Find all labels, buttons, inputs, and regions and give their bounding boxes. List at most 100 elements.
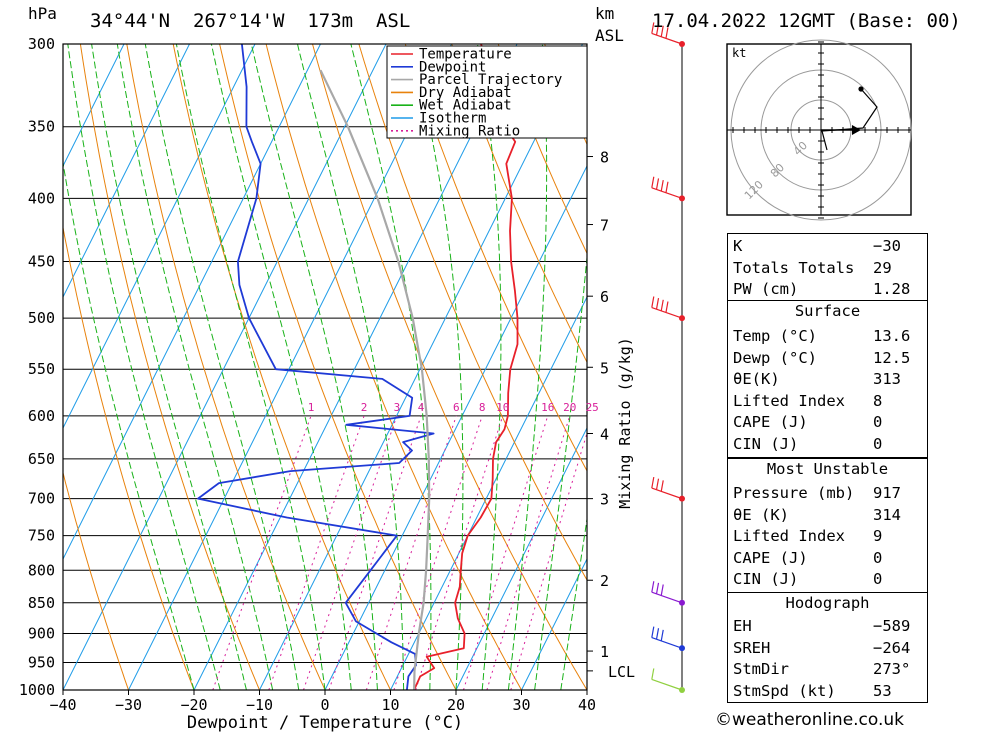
mixing-ratio-line xyxy=(303,415,398,690)
hodo-index-row: StmSpd (kt) 53 xyxy=(728,681,927,703)
wind-barb-feather xyxy=(655,23,660,36)
surface-index-value: 0 xyxy=(873,435,883,453)
pressure-tick-label: 850 xyxy=(28,594,55,612)
legend-entry: Dewpoint xyxy=(419,59,486,75)
wind-barb-feather xyxy=(651,296,655,308)
temp-tick-label: 40 xyxy=(578,696,596,714)
footer-credit[interactable]: ©weatheronline.co.uk xyxy=(715,710,905,730)
mixing-ratio-label: 2 xyxy=(361,401,368,414)
location-title: 34°44'N 267°14'W 173m ASL xyxy=(90,10,411,32)
hpa-unit-label: hPa xyxy=(28,4,57,23)
wind-barb-feather xyxy=(660,179,664,192)
dry-adiabat-line xyxy=(265,44,523,690)
datetime-title: 17.04.2022 12GMT (Base: 00) xyxy=(652,10,961,32)
wind-profile xyxy=(651,22,685,693)
legend-entry: Parcel Trajectory xyxy=(419,72,562,88)
series-parcel-trajectory xyxy=(319,69,431,690)
surface-index-row: θE(K) 313 xyxy=(728,369,927,391)
surface-index-label: Temp (°C) xyxy=(733,327,817,345)
lcl-label: LCL xyxy=(608,663,635,681)
surface-index-value: 12.5 xyxy=(873,348,911,367)
wind-barb xyxy=(651,476,685,502)
wind-barb-staff xyxy=(651,678,683,691)
surface-index-row: Dewp (°C) 12.5 xyxy=(728,348,927,370)
legend-entry: Dry Adiabat xyxy=(419,85,512,101)
index-row: K −30 xyxy=(728,236,927,258)
wet-adiabat-line xyxy=(91,44,247,690)
mixing-ratio-label: 4 xyxy=(418,401,425,414)
wind-barb-feather xyxy=(660,584,664,596)
wind-barb-feather xyxy=(651,626,655,638)
dry-adiabat-line xyxy=(404,44,587,472)
surface-index-label: CIN (J) xyxy=(733,435,799,453)
most-unstable-title: Most Unstable xyxy=(766,460,889,478)
index-row: PW (cm) 1.28 xyxy=(728,279,927,301)
hodograph-unit-label: kt xyxy=(732,46,746,60)
mu-index-row: Lifted Index 9 xyxy=(728,526,927,548)
mixing-ratio-line xyxy=(212,415,312,690)
hodograph-indices-box: Hodograph EH −589 SREH −264 StmDir 273° StmSpd… xyxy=(727,592,928,703)
mu-index-label: Pressure (mb) xyxy=(733,484,855,502)
legend-entry: Mixing Ratio xyxy=(419,123,520,139)
surface-index-label: Dewp (°C) xyxy=(733,348,817,367)
km-tick-label: 5 xyxy=(600,359,609,377)
hodo-index-value: 273° xyxy=(873,660,911,679)
index-value: 29 xyxy=(873,258,892,277)
wet-adiabat-line xyxy=(175,44,326,690)
wind-barb-staff xyxy=(651,591,683,604)
pressure-tick-label: 700 xyxy=(28,490,55,508)
wind-barb-feather xyxy=(660,25,664,37)
pressure-tick-label: 800 xyxy=(28,561,55,579)
surface-index-value: 8 xyxy=(873,391,883,410)
hodo-index-row: StmDir 273° xyxy=(728,659,927,681)
wet-adiabat-line xyxy=(476,44,502,690)
temp-tick-label: −40 xyxy=(49,696,76,714)
pressure-tick-label: 550 xyxy=(28,360,55,378)
temp-tick-label: 10 xyxy=(381,696,399,714)
dry-adiabat-line xyxy=(497,44,587,255)
isotherm-line xyxy=(0,7,12,690)
mu-index-row: CAPE (J) 0 xyxy=(728,548,927,570)
pressure-tick-label: 900 xyxy=(28,624,55,642)
wet-adiabat-line xyxy=(250,44,378,690)
wind-barb-staff xyxy=(651,487,683,500)
hodo-index-row: EH −589 xyxy=(728,616,927,638)
dry-adiabat-line xyxy=(311,44,587,690)
isotherm-line xyxy=(390,295,587,690)
mixing-ratio-label: 10 xyxy=(496,401,509,414)
mixing-ratio-line xyxy=(415,415,504,690)
index-row: Totals Totals 29 xyxy=(728,258,927,280)
km-tick-label: 6 xyxy=(600,288,609,306)
mu-index-value: 9 xyxy=(873,527,883,546)
wind-barb xyxy=(651,581,685,606)
mu-index-label: Lifted Index xyxy=(733,527,845,546)
temp-tick-label: −20 xyxy=(180,696,207,714)
dry-adiabat-line xyxy=(63,470,130,690)
wet-adiabat-line xyxy=(63,160,195,690)
km-tick-label: 2 xyxy=(600,572,609,590)
wind-barb-staff xyxy=(651,637,683,649)
hodo-index-label: StmDir xyxy=(733,660,789,679)
dry-adiabat-line xyxy=(358,44,587,582)
pressure-tick-label: 350 xyxy=(28,118,55,136)
surface-index-label: CAPE (J) xyxy=(733,413,808,432)
chart-axes: 1 2 3 4 6 8 10 16 20 2530035040045050055060065070… xyxy=(19,35,635,733)
mixing-ratio-axis-label: Mixing Ratio (g/kg) xyxy=(616,337,634,509)
mu-index-label: CIN (J) xyxy=(733,570,799,589)
asl-unit-label: ASL xyxy=(595,26,624,45)
pressure-tick-label: 600 xyxy=(28,407,55,425)
wind-barb-feather xyxy=(651,476,655,489)
mu-index-row: Pressure (mb) 917 xyxy=(728,483,927,505)
isotherm-line xyxy=(63,44,125,168)
wind-barb-feather xyxy=(651,581,655,593)
index-label: K xyxy=(733,237,743,255)
mixing-ratio-label: 3 xyxy=(394,401,401,414)
index-label: PW (cm) xyxy=(733,280,799,299)
series-temperature xyxy=(413,44,519,690)
wind-barb-feather xyxy=(651,176,655,188)
mixing-ratio-label: 25 xyxy=(586,401,599,414)
surface-index-label: Lifted Index xyxy=(733,391,845,410)
